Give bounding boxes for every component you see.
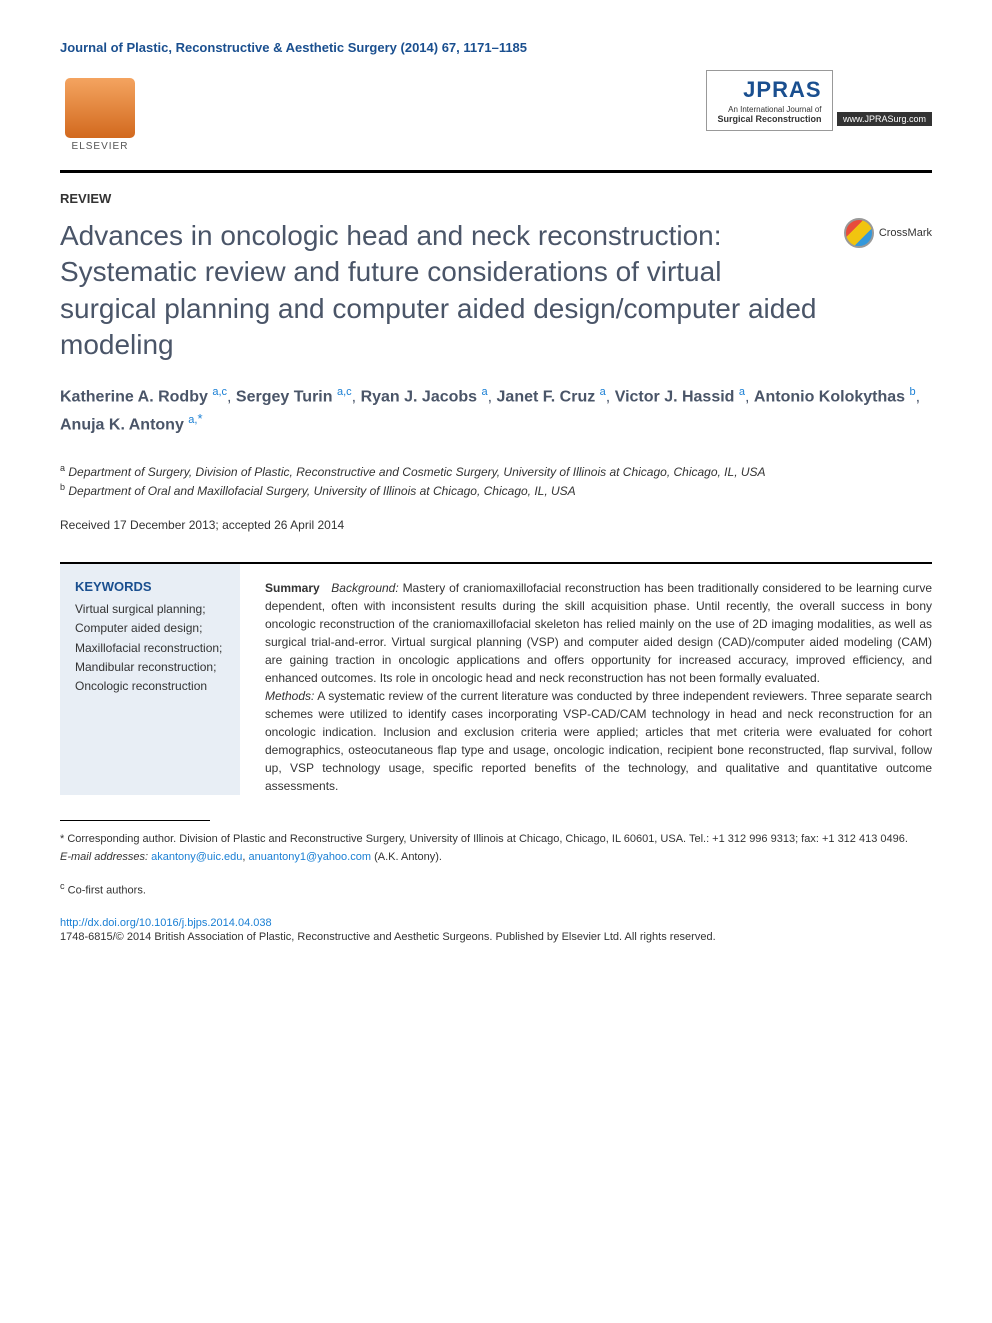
email-author: (A.K. Antony). <box>374 851 442 863</box>
jpras-box: JPRAS An International Journal of Surgic… <box>706 70 832 131</box>
keyword-item: Oncologic reconstruction <box>75 677 225 696</box>
summary-label: Summary <box>265 581 320 595</box>
author-name: Ryan J. Jacobs <box>361 388 478 405</box>
affil-text: Department of Surgery, Division of Plast… <box>68 465 765 479</box>
corresponding-text: Division of Plastic and Reconstructive S… <box>179 833 908 845</box>
email-note: E-mail addresses: akantony@uic.edu, anua… <box>60 849 932 867</box>
journal-citation: Journal of Plastic, Reconstructive & Aes… <box>60 40 932 55</box>
article-type: REVIEW <box>60 191 932 206</box>
footer-divider <box>60 820 210 821</box>
keyword-item: Mandibular reconstruction; <box>75 658 225 677</box>
corresponding-note: * Corresponding author. Division of Plas… <box>60 831 932 849</box>
crossmark-badge[interactable]: CrossMark <box>844 218 932 248</box>
footer-notes: * Corresponding author. Division of Plas… <box>60 831 932 866</box>
doi-section: http://dx.doi.org/10.1016/j.bjps.2014.04… <box>60 917 932 943</box>
methods-label: Methods: <box>265 689 314 703</box>
elsevier-tree-icon <box>65 78 135 138</box>
author-affil-sup: a <box>482 386 488 398</box>
crossmark-icon <box>844 218 874 248</box>
cofirst-note: c Co-first authors. <box>60 881 932 897</box>
email-link[interactable]: anuantony1@yahoo.com <box>249 851 371 863</box>
keyword-item: Maxillofacial reconstruction; <box>75 639 225 658</box>
author-name: Janet F. Cruz <box>497 388 596 405</box>
article-title: Advances in oncologic head and neck reco… <box>60 218 824 364</box>
cofirst-text: Co-first authors. <box>68 885 146 897</box>
background-text: Mastery of craniomaxillofacial reconstru… <box>265 581 932 685</box>
author-affil-sup: a,c <box>337 386 352 398</box>
abstract-text: Summary Background: Mastery of craniomax… <box>265 564 932 795</box>
methods-text: A systematic review of the current liter… <box>265 689 932 793</box>
logos-container: ELSEVIER JPRAS An International Journal … <box>60 70 932 160</box>
title-row: Advances in oncologic head and neck reco… <box>60 218 932 364</box>
copyright-text: 1748-6815/© 2014 British Association of … <box>60 931 932 943</box>
elsevier-text: ELSEVIER <box>72 141 129 152</box>
author-affil-sup: a,c <box>212 386 227 398</box>
affiliations: a Department of Surgery, Division of Pla… <box>60 462 932 500</box>
author-name: Victor J. Hassid <box>615 388 735 405</box>
keywords-box: KEYWORDS Virtual surgical planning; Comp… <box>60 564 240 795</box>
cofirst-label: c <box>60 881 65 891</box>
author-affil-sup: a <box>600 386 606 398</box>
affil-label: b <box>60 482 65 492</box>
elsevier-logo[interactable]: ELSEVIER <box>60 70 140 160</box>
author-affil-sup: b <box>909 386 915 398</box>
background-label: Background: <box>331 581 398 595</box>
affil-label: a <box>60 463 65 473</box>
jpras-logo[interactable]: JPRAS An International Journal of Surgic… <box>706 70 932 131</box>
doi-link[interactable]: http://dx.doi.org/10.1016/j.bjps.2014.04… <box>60 917 932 929</box>
author-name: Sergey Turin <box>236 388 333 405</box>
keyword-item: Computer aided design; <box>75 619 225 638</box>
article-dates: Received 17 December 2013; accepted 26 A… <box>60 518 932 532</box>
corresponding-label: * Corresponding author. <box>60 833 176 845</box>
affiliation-item: a Department of Surgery, Division of Pla… <box>60 462 932 481</box>
authors-list: Katherine A. Rodby a,c, Sergey Turin a,c… <box>60 384 932 438</box>
email-link[interactable]: akantony@uic.edu <box>151 851 242 863</box>
author-name: Antonio Kolokythas <box>754 388 905 405</box>
jpras-subtitle: An International Journal of <box>717 105 821 114</box>
jpras-url[interactable]: www.JPRASurg.com <box>837 112 932 126</box>
jpras-subtitle-bold: Surgical Reconstruction <box>717 114 821 124</box>
author-name: Katherine A. Rodby <box>60 388 208 405</box>
affil-text: Department of Oral and Maxillofacial Sur… <box>68 484 575 498</box>
abstract-section: KEYWORDS Virtual surgical planning; Comp… <box>60 564 932 795</box>
keywords-list: Virtual surgical planning; Computer aide… <box>75 600 225 696</box>
author-name: Anuja K. Antony <box>60 416 184 433</box>
author-affil-sup: a <box>739 386 745 398</box>
affiliation-item: b Department of Oral and Maxillofacial S… <box>60 481 932 500</box>
header-divider <box>60 170 932 173</box>
crossmark-text: CrossMark <box>879 227 932 239</box>
keywords-heading: KEYWORDS <box>75 579 225 594</box>
jpras-title: JPRAS <box>717 77 821 103</box>
corresponding-star: * <box>197 411 202 426</box>
email-label: E-mail addresses: <box>60 851 148 863</box>
keyword-item: Virtual surgical planning; <box>75 600 225 619</box>
